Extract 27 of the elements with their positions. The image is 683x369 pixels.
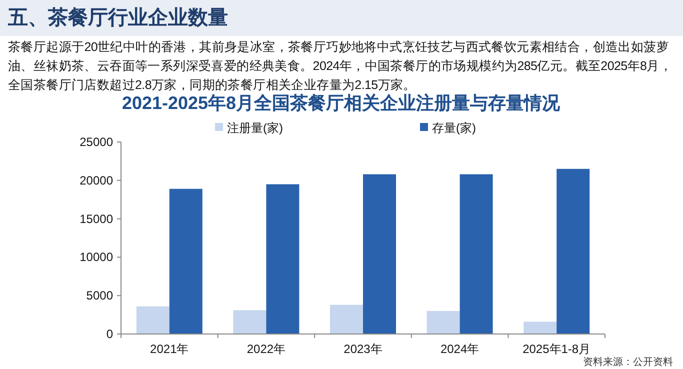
x-tick-label: 2023年 (344, 342, 382, 356)
x-tick-label: 2025年1-8月 (522, 342, 591, 356)
x-tick-label: 2024年 (440, 342, 480, 356)
y-tick-label: 5000 (86, 288, 114, 303)
y-tick-label: 15000 (80, 212, 114, 226)
bar (169, 188, 202, 334)
text: 五、茶餐厅行业企业数量 (8, 6, 228, 31)
x-tick-label: 2022年 (246, 342, 286, 356)
bar (136, 306, 170, 334)
bar (363, 174, 396, 334)
y-tick-label: 10000 (80, 250, 114, 264)
bar (524, 322, 557, 334)
bar (426, 310, 460, 334)
x-tick-label: 2021年 (150, 342, 189, 356)
bar (330, 304, 363, 334)
legend-label: 注册量(家) (227, 121, 283, 135)
bar (556, 168, 590, 334)
text: 茶餐厅起源于20世纪中叶的香港，其前身是冰室，茶餐厅巧妙地将中式烹饪技艺与西式餐饮元素相结合，创造出如菠萝油、丝袜奶茶、云吞面等一系列深受喜爱的经典美食。2024年，中国茶餐厅的市场规模约为285亿元。截至2025年8月，全国茶餐厅门店数超过2.8万家，同期的茶餐厅相关企业存量为2.15万家。 (8, 40, 672, 92)
y-tick-label: 25000 (80, 135, 114, 149)
y-tick-label: 20000 (80, 173, 114, 188)
legend-label: 存量(家) (432, 121, 476, 135)
y-tick-label: 0 (106, 327, 114, 341)
text: 资料来源：公开资料 (583, 356, 673, 369)
bar (233, 310, 266, 334)
bar (460, 174, 493, 334)
chart-title: 2021-2025年8月全国茶餐厅相关企业注册量与存量情况 (122, 93, 562, 113)
bar (266, 184, 300, 334)
